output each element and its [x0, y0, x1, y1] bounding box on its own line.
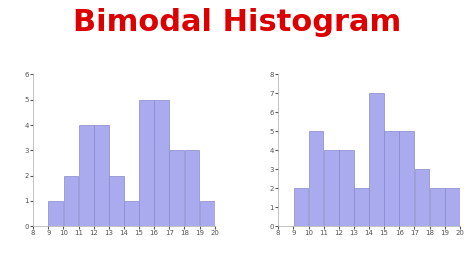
Bar: [200, 201, 215, 226]
Bar: [384, 131, 399, 226]
Bar: [324, 150, 338, 226]
Bar: [400, 131, 414, 226]
Bar: [109, 176, 124, 226]
Bar: [445, 188, 460, 226]
Bar: [124, 201, 139, 226]
Bar: [429, 188, 445, 226]
Bar: [94, 125, 109, 226]
Text: Bimodal Histogram: Bimodal Histogram: [73, 8, 401, 37]
Bar: [339, 150, 354, 226]
Bar: [369, 93, 384, 226]
Bar: [48, 201, 64, 226]
Bar: [309, 131, 323, 226]
Bar: [170, 150, 184, 226]
Bar: [139, 100, 154, 226]
Bar: [293, 188, 309, 226]
Bar: [79, 125, 93, 226]
Bar: [64, 176, 78, 226]
Bar: [415, 169, 429, 226]
Bar: [155, 100, 169, 226]
Bar: [354, 188, 369, 226]
Bar: [184, 150, 200, 226]
